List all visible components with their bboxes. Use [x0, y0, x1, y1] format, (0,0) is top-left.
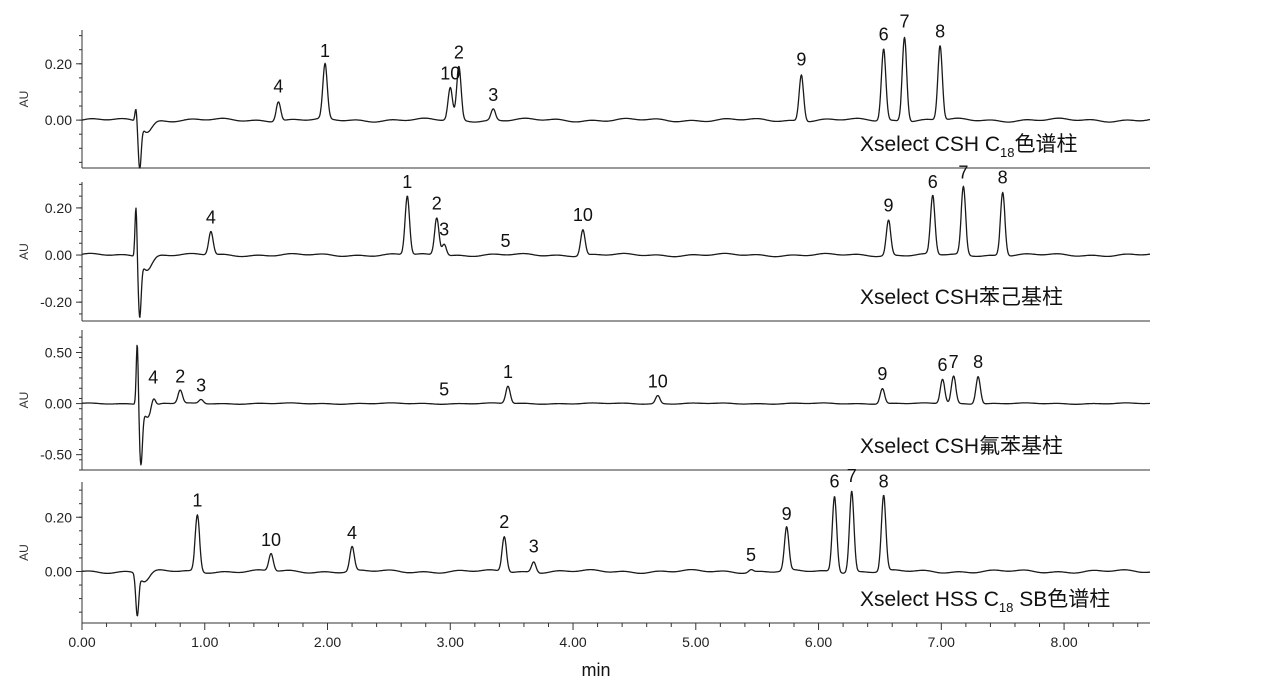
- chromatogram-trace: [81, 490, 1151, 617]
- peak-label-9: 9: [884, 196, 894, 216]
- peak-label-8: 8: [973, 352, 983, 372]
- peak-label-8: 8: [935, 21, 945, 41]
- panel-title: Xselect HSS C18 SB色谱柱: [860, 588, 1110, 615]
- x-axis-label: min: [581, 660, 610, 680]
- x-tick-label: 8.00: [1050, 634, 1077, 650]
- title-suffix: 色谱柱: [1015, 133, 1078, 156]
- panel-1: 0.00 0.20 AU 4 1 102 3 9 67 8 Xselect CSH C18色谱柱: [17, 12, 1151, 169]
- panel-title: Xselect CSH苯己基柱: [860, 286, 1063, 309]
- peak-label-9: 9: [877, 364, 887, 384]
- peak-label-6: 6: [830, 472, 840, 492]
- title-main: Xselect HSS C: [860, 588, 999, 611]
- title-main: Xselect CSH C: [860, 133, 1000, 156]
- title-subscript: 18: [999, 600, 1013, 615]
- chromatogram-trace: [81, 36, 1151, 169]
- peak-label-10: 10: [648, 371, 668, 391]
- y-tick-label: -0.20: [40, 294, 72, 310]
- peak-label-6: 6: [938, 355, 948, 375]
- peak-label-6: 6: [879, 24, 889, 44]
- y-axis-label: AU: [17, 243, 31, 260]
- peak-label-6: 6: [928, 172, 938, 192]
- panel-title: Xselect CSH C18色谱柱: [860, 133, 1078, 160]
- peak-label-4: 4: [148, 367, 158, 387]
- x-tick-label: 5.00: [682, 634, 709, 650]
- y-tick-label: 0.00: [45, 112, 72, 128]
- peak-label-5: 5: [439, 380, 449, 400]
- peak-label-9: 9: [782, 504, 792, 524]
- peak-label-7: 7: [847, 466, 857, 486]
- x-tick-label: 4.00: [559, 634, 586, 650]
- peak-label-10: 10: [573, 205, 593, 225]
- title-main: Xselect CSH苯己基柱: [860, 286, 1063, 309]
- y-tick-label: 0.50: [45, 344, 72, 360]
- y-axis-label: AU: [17, 544, 31, 561]
- peak-label-5: 5: [746, 545, 756, 565]
- peak-label-2: 2: [499, 512, 509, 532]
- x-tick-label: 0.00: [68, 634, 95, 650]
- peak-label-8: 8: [998, 167, 1008, 187]
- y-tick-label: 0.00: [45, 563, 72, 579]
- y-tick-label: -0.50: [40, 447, 72, 463]
- chromatogram-trace: [81, 344, 1151, 466]
- peak-label-9: 9: [796, 50, 806, 70]
- peak-label-4: 4: [347, 523, 357, 543]
- peak-label-2: 2: [432, 193, 442, 213]
- peak-label-4: 4: [273, 76, 283, 96]
- y-tick-label: 0.00: [45, 396, 72, 412]
- peak-label-3: 3: [488, 85, 498, 105]
- title-main: Xselect CSH氟苯基柱: [860, 435, 1063, 458]
- peak-label-3: 3: [196, 375, 206, 395]
- y-tick-label: 0.20: [45, 509, 72, 525]
- x-axis: 0.00 1.00 2.00 3.00 4.00 5.00 6.00 7.00 8.00: [68, 622, 1150, 650]
- title-subscript: 18: [1000, 145, 1014, 160]
- peak-label-1: 1: [503, 362, 513, 382]
- x-tick-label: 7.00: [928, 634, 955, 650]
- panel-3: -0.50 0.00 0.50 AU 4 2 3 5 1 10 9 6 7 8 Xselect CSH氟苯基…: [17, 330, 1151, 471]
- chromatogram-trace: [81, 185, 1151, 318]
- peak-label-1: 1: [402, 172, 412, 192]
- peak-label-2: 2: [454, 43, 464, 63]
- peak-label-5: 5: [501, 231, 511, 251]
- peak-label-4: 4: [206, 207, 216, 227]
- panel-2: -0.20 0.00 0.20 AU 4 12 3 5 10 9 6 7 8 Xselect CSH苯己基…: [17, 163, 1151, 322]
- peak-label-8: 8: [879, 472, 889, 492]
- peak-label-7: 7: [899, 12, 909, 32]
- panel-4: 0.00 0.20 AU 1 10 4 23 5 9 6 7 8 Xselect HSS C18 SB色…: [17, 466, 1151, 624]
- peak-label-7: 7: [958, 163, 968, 183]
- peak-label-1: 1: [320, 41, 330, 61]
- peak-label-3: 3: [439, 219, 449, 239]
- title-suffix: SB色谱柱: [1013, 588, 1110, 611]
- y-tick-label: 0.20: [45, 56, 72, 72]
- y-tick-label: 0.00: [45, 247, 72, 263]
- peak-label-7: 7: [949, 352, 959, 372]
- peak-label-3: 3: [529, 537, 539, 557]
- x-tick-label: 6.00: [805, 634, 832, 650]
- x-tick-label: 3.00: [437, 634, 464, 650]
- y-tick-label: 0.20: [45, 200, 72, 216]
- panel-title: Xselect CSH氟苯基柱: [860, 435, 1063, 458]
- peak-label-2: 2: [175, 366, 185, 386]
- peak-label-10: 10: [261, 530, 281, 550]
- x-tick-label: 2.00: [314, 634, 341, 650]
- y-axis-label: AU: [17, 392, 31, 409]
- peak-label-10: 10: [440, 64, 460, 84]
- x-tick-label: 1.00: [191, 634, 218, 650]
- peak-label-1: 1: [192, 491, 202, 511]
- y-axis-label: AU: [17, 91, 31, 108]
